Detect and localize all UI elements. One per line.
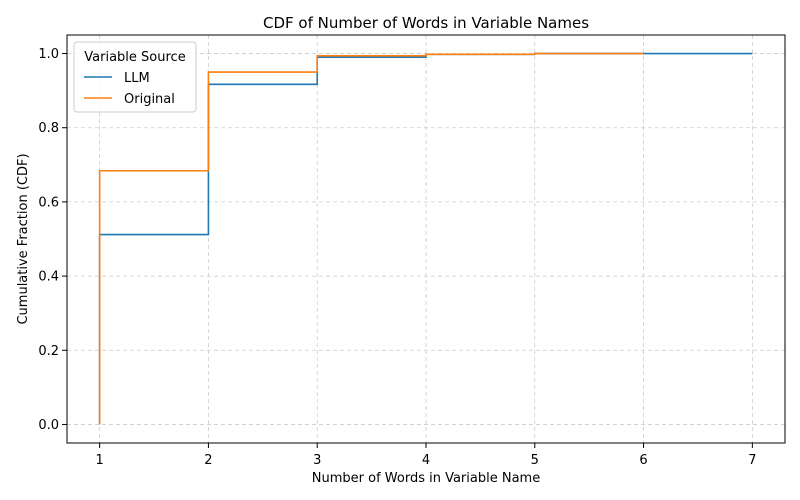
legend-label-llm: LLM (124, 71, 150, 86)
y-tick-label-0: 0.0 (38, 418, 59, 433)
x-axis-label: Number of Words in Variable Name (312, 471, 540, 486)
y-tick-label-2: 0.4 (38, 270, 59, 285)
x-tick-label-1: 2 (204, 453, 212, 468)
series-lines (98, 52, 753, 425)
legend-label-original: Original (124, 92, 175, 107)
legend-box (73, 41, 197, 113)
y-tick-label-3: 0.6 (38, 195, 59, 210)
x-tick-label-3: 4 (422, 453, 430, 468)
y-tick-label-4: 0.8 (38, 121, 59, 136)
x-tick-label-5: 6 (639, 453, 647, 468)
y-tick-label-1: 0.2 (38, 344, 59, 359)
x-tick-label-4: 5 (531, 453, 539, 468)
series-line-original (98, 52, 644, 425)
x-tick-label-2: 3 (313, 453, 321, 468)
x-ticks: 1 2 3 4 5 6 7 (95, 443, 757, 468)
x-tick-label-0: 1 (95, 453, 103, 468)
chart-title: CDF of Number of Words in Variable Names (263, 14, 589, 32)
y-tick-label-5: 1.0 (38, 47, 59, 62)
y-ticks: 0.0 0.2 0.4 0.6 0.8 1.0 (38, 47, 67, 433)
legend-title: Variable Source (84, 50, 185, 65)
legend: Variable Source LLM Original (73, 41, 197, 113)
y-axis-label: Cumulative Fraction (CDF) (16, 153, 31, 324)
x-tick-label-6: 7 (748, 453, 756, 468)
